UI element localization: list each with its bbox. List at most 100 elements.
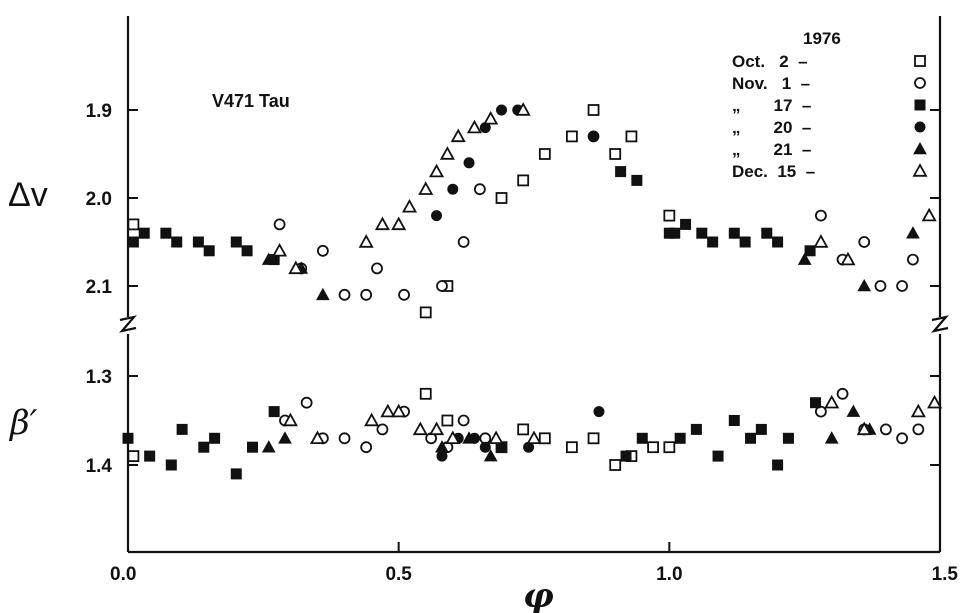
data-point — [896, 432, 909, 445]
data-point — [496, 104, 508, 116]
x-tick-label: 1.5 — [932, 564, 959, 585]
data-point — [338, 288, 351, 301]
data-point — [674, 432, 686, 444]
data-point — [856, 421, 872, 436]
data-point — [261, 252, 276, 265]
data-point — [483, 449, 498, 462]
y-axis-ticks: 1.9 2.0 2.1 1.3 1.4 — [86, 101, 940, 477]
data-point — [707, 236, 719, 248]
data-point — [261, 440, 276, 453]
data-point — [815, 209, 827, 222]
data-point — [436, 450, 448, 462]
x-label-phi: φ — [523, 576, 554, 613]
data-point — [846, 404, 861, 417]
data-point — [517, 423, 530, 436]
data-point — [268, 406, 280, 418]
left-axis-break — [119, 315, 137, 333]
data-point — [441, 414, 454, 427]
data-point — [127, 218, 140, 231]
data-point — [797, 252, 812, 265]
data-point — [755, 423, 767, 435]
data-point — [288, 260, 304, 275]
data-marks — [122, 102, 943, 480]
data-point — [712, 450, 724, 462]
data-point — [483, 110, 499, 125]
data-point — [479, 441, 491, 453]
y-label-delta-v: Δv — [8, 176, 48, 214]
data-point — [910, 403, 926, 418]
legend-marker — [914, 99, 926, 111]
data-point — [198, 441, 210, 453]
data-point — [631, 174, 643, 186]
data-point — [450, 128, 466, 143]
data-point — [230, 468, 242, 480]
data-point — [824, 394, 840, 409]
data-point — [316, 287, 330, 301]
data-point — [696, 227, 708, 239]
data-point — [358, 234, 374, 248]
data-point — [588, 130, 600, 142]
data-point — [517, 174, 530, 187]
data-point — [772, 459, 784, 471]
legend-marker — [914, 55, 926, 67]
data-point — [663, 209, 676, 222]
data-point — [690, 423, 702, 435]
data-point — [338, 432, 351, 445]
data-point — [587, 104, 600, 116]
data-point — [728, 415, 740, 426]
data-point — [374, 216, 390, 231]
data-point — [728, 227, 740, 239]
data-point — [538, 432, 551, 445]
data-point — [457, 414, 470, 427]
data-point — [857, 278, 872, 292]
data-point — [587, 432, 600, 445]
data-point — [495, 192, 508, 204]
data-point — [419, 306, 432, 319]
x-tick-label: 1.0 — [656, 564, 682, 585]
legend-marker — [914, 121, 926, 133]
y-tick-label: 1.9 — [86, 101, 112, 122]
data-point — [241, 245, 253, 257]
data-point — [463, 157, 475, 169]
data-point — [412, 421, 428, 436]
data-point — [636, 432, 648, 444]
data-point — [669, 227, 681, 239]
data-point — [761, 227, 773, 239]
data-point — [565, 441, 578, 454]
data-point — [160, 227, 172, 239]
y-label-beta: β′ — [8, 403, 38, 443]
data-point — [376, 423, 389, 436]
data-point — [836, 387, 849, 400]
data-point — [907, 253, 919, 266]
data-point — [921, 207, 937, 222]
data-point — [230, 236, 242, 248]
data-point — [565, 130, 578, 143]
data-point — [680, 218, 692, 230]
data-point — [371, 262, 383, 275]
data-point — [593, 406, 605, 418]
y-tick-label: 1.3 — [86, 367, 112, 388]
data-point — [300, 396, 313, 409]
legend-entry-label: „ 21 – — [732, 140, 811, 159]
data-point — [171, 236, 183, 248]
data-point — [896, 280, 909, 292]
data-point — [209, 432, 221, 444]
right-axis-break — [931, 315, 949, 333]
legend-entry-label: Oct. 2 – — [732, 52, 808, 71]
data-point — [380, 403, 396, 418]
data-point — [138, 227, 150, 239]
data-point — [419, 387, 432, 400]
data-point — [538, 148, 551, 160]
legend: 1976 Oct. 2 – Nov. 1 – „ 17 – „ 20 – „ 21 – D… — [732, 29, 928, 181]
data-point — [418, 181, 434, 195]
data-point — [391, 403, 407, 418]
data-point — [360, 288, 373, 301]
data-point — [431, 210, 443, 222]
data-point — [609, 148, 622, 160]
data-point — [429, 163, 445, 178]
legend-title: 1976 — [803, 29, 841, 48]
data-point — [429, 421, 445, 436]
data-point — [391, 216, 407, 231]
data-point — [165, 459, 177, 471]
